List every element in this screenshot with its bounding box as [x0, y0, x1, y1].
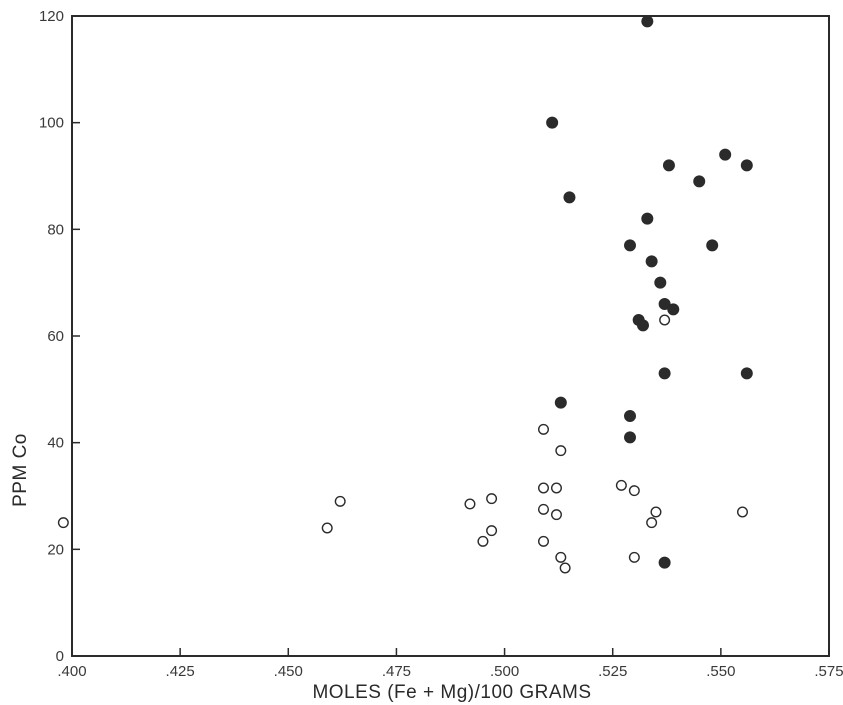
plot-frame [71, 15, 830, 657]
data-point-open [477, 535, 489, 547]
data-point-filled [636, 319, 649, 332]
data-point-open [628, 485, 640, 497]
x-tick-label: .425 [166, 663, 195, 680]
x-tick-label: .450 [274, 663, 303, 680]
data-point-filled [658, 367, 671, 380]
y-tick-label: 100 [39, 115, 64, 132]
x-tick-label: .475 [382, 663, 411, 680]
data-point-open [486, 525, 498, 537]
data-point-filled [719, 148, 732, 161]
data-point-filled [563, 191, 576, 204]
data-point-open [550, 482, 562, 494]
data-point-open [57, 517, 69, 529]
data-point-open [321, 522, 333, 534]
data-point-open [736, 506, 748, 518]
data-point-filled [554, 396, 567, 409]
data-point-filled [624, 431, 637, 444]
x-tick-label: .575 [814, 663, 843, 680]
data-point-filled [740, 159, 753, 172]
data-point-open [555, 445, 567, 457]
y-axis: 0 20 40 60 80 100 120 [39, 8, 80, 665]
x-tick-label: .400 [57, 663, 86, 680]
x-tick-label: .500 [490, 663, 519, 680]
y-tick-label: 20 [47, 541, 64, 558]
y-axis-title: PPM Co [10, 433, 31, 507]
data-point-open [555, 551, 567, 563]
data-point-filled [546, 116, 559, 129]
data-point-open [650, 506, 662, 518]
data-point-open [550, 509, 562, 521]
x-axis-title: MOLES (Fe + Mg)/100 GRAMS [312, 682, 591, 703]
data-point-open [659, 314, 671, 326]
data-point-open [486, 493, 498, 505]
y-tick-label: 0 [56, 648, 64, 665]
data-point-open [538, 423, 550, 435]
x-axis: .400 .425 .450 .475 .500 .525 .550 .575 [57, 648, 843, 680]
data-point-filled [654, 276, 667, 289]
y-tick-label: 60 [47, 328, 64, 345]
data-point-open [538, 535, 550, 547]
y-tick-label: 80 [47, 221, 64, 238]
data-point-filled [641, 212, 654, 225]
data-point-open [615, 479, 627, 491]
data-point-open [334, 495, 346, 507]
data-point-filled [693, 175, 706, 188]
x-tick-label: .525 [598, 663, 627, 680]
data-points [57, 15, 753, 574]
y-tick-label: 40 [47, 435, 64, 452]
data-point-open [464, 498, 476, 510]
y-tick-label: 120 [39, 8, 64, 25]
data-point-filled [662, 159, 675, 172]
data-point-open [538, 503, 550, 515]
data-point-filled [706, 239, 719, 252]
data-point-filled [641, 15, 654, 28]
data-point-open [646, 517, 658, 529]
data-point-filled [658, 298, 671, 310]
data-point-open [538, 482, 550, 494]
data-point-filled [645, 255, 658, 268]
data-point-filled [740, 367, 753, 380]
data-point-open [628, 551, 640, 563]
data-point-filled [658, 556, 671, 569]
data-point-filled [624, 410, 637, 422]
data-point-filled [624, 239, 637, 252]
data-point-filled [667, 303, 680, 316]
x-tick-label: .550 [706, 663, 735, 680]
data-point-open [559, 562, 571, 574]
